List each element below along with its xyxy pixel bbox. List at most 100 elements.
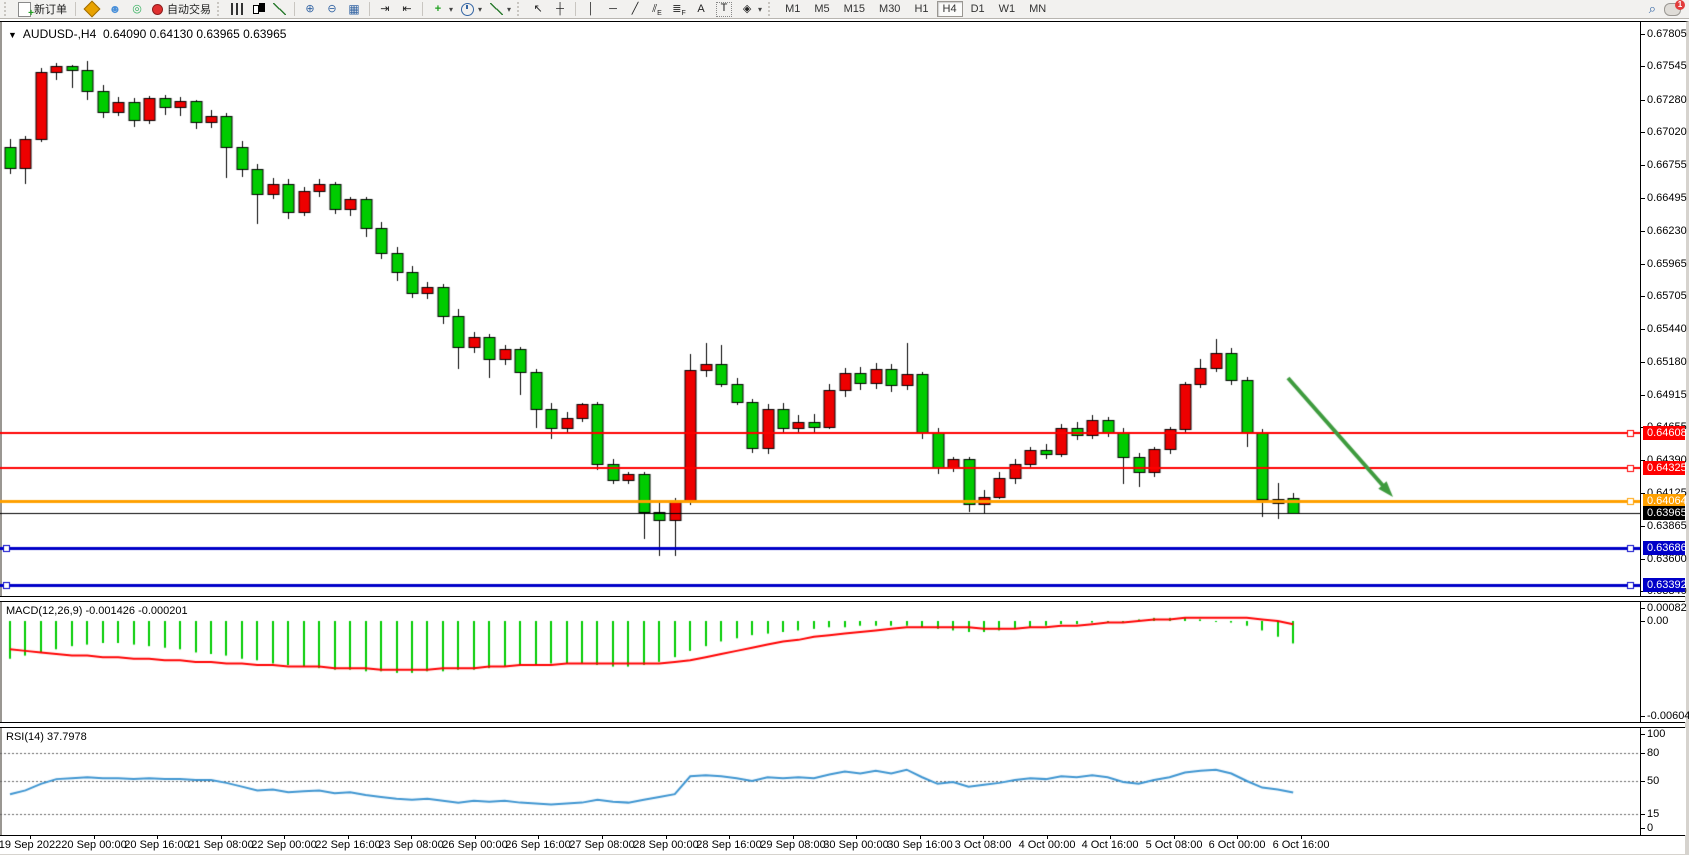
timeframe-d1[interactable]: D1 (970, 3, 985, 15)
time-tick (475, 835, 476, 839)
toolbar-grip[interactable] (4, 2, 11, 16)
signals-button[interactable]: ◎ (126, 2, 148, 17)
chart-dropdown-icon[interactable]: ▼ (8, 30, 17, 40)
time-axis[interactable]: 19 Sep 2022 20 Sep 00:00 20 Sep 16:00 21 Se… (0, 835, 1685, 854)
macd-chart[interactable] (0, 602, 1640, 722)
price-tick (1641, 34, 1645, 35)
bar-chart-button[interactable] (227, 2, 248, 16)
timeframe-m1[interactable]: M1 (785, 3, 801, 15)
templates-button[interactable]: ▾ (486, 2, 515, 16)
separator (575, 2, 577, 16)
bar-chart-icon (231, 3, 244, 15)
periods-button[interactable]: ▾ (457, 2, 486, 17)
template-icon (490, 3, 504, 15)
price-tick-label: 0.67020 (1647, 126, 1687, 138)
horizontal-line-icon: ─ (609, 2, 617, 15)
cursor-button[interactable]: ↖ (527, 2, 549, 17)
horizontal-line-button[interactable]: ─ (602, 2, 624, 17)
channel-button[interactable]: ⫽E (646, 2, 668, 17)
price-tick-label: 0.63600 (1647, 553, 1687, 565)
rsi-tick (1641, 814, 1645, 815)
new-order-button[interactable]: + 新订单 (14, 0, 71, 18)
time-tick (602, 835, 603, 839)
zoom-out-button[interactable]: ⊖ (321, 2, 343, 17)
tile-windows-button[interactable]: ▦ (343, 2, 365, 17)
crosshair-button[interactable]: ┼ (549, 2, 571, 17)
timeframe-w1[interactable]: W1 (998, 3, 1016, 15)
price-tick (1641, 100, 1645, 101)
vertical-line-button[interactable]: │ (580, 2, 602, 17)
indicators-button[interactable]: + ▾ (427, 2, 457, 17)
text-icon: A (697, 2, 705, 15)
price-tick (1641, 362, 1645, 363)
price-tick (1641, 264, 1645, 265)
price-axis[interactable]: 0.67805 0.67545 0.67280 0.67020 0.66755 0.664… (1640, 22, 1687, 597)
chart-shift-button[interactable]: ⇤ (396, 2, 418, 17)
clock-icon (461, 2, 475, 16)
auto-scroll-icon: ⇥ (380, 2, 390, 15)
auto-scroll-button[interactable]: ⇥ (374, 2, 396, 17)
macd-tick-label: 0.00082 (1647, 602, 1687, 614)
time-tick (284, 835, 285, 839)
toolbar-grip[interactable] (517, 2, 524, 16)
candlestick-chart[interactable] (0, 22, 1640, 596)
toolbar-grip[interactable] (217, 2, 224, 16)
text-label-button[interactable]: T (712, 1, 736, 18)
candlestick-chart-button[interactable] (248, 2, 269, 16)
macd-tick (1641, 621, 1645, 622)
shapes-button[interactable]: ◈ ▾ (736, 2, 766, 17)
macd-tick (1641, 716, 1645, 717)
rsi-tick-label: 100 (1647, 728, 1666, 740)
time-tick-label: 21 Sep 08:00 (188, 839, 254, 851)
separator (294, 2, 295, 16)
price-tick (1641, 132, 1645, 133)
time-tick-label: 22 Sep 00:00 (251, 839, 317, 851)
timeframe-m15[interactable]: M15 (843, 3, 866, 15)
price-tick (1641, 395, 1645, 396)
zoom-in-icon: ⊕ (305, 2, 315, 15)
autotrade-button[interactable]: 自动交易 (148, 0, 215, 18)
time-tick (666, 835, 667, 839)
pane-splitter[interactable] (0, 596, 1685, 602)
navigator-button[interactable]: ☻ (104, 2, 126, 17)
price-tick (1641, 493, 1645, 494)
text-button[interactable]: A (690, 2, 712, 17)
price-tick (1641, 526, 1645, 527)
chevron-down-icon: ▾ (758, 4, 763, 14)
price-tick-label: 0.67805 (1647, 28, 1687, 40)
rsi-tick (1641, 734, 1645, 735)
crosshair-icon: ┼ (556, 2, 564, 15)
time-tick-label: 28 Sep 16:00 (696, 839, 762, 851)
equidistant-channel-icon: ⫽E (652, 2, 662, 17)
price-tick (1641, 329, 1645, 330)
navigator-icon: ☻ (108, 1, 122, 16)
search-icon[interactable]: ⌕ (1648, 1, 1656, 16)
notifications-icon[interactable]: 1 (1664, 0, 1685, 16)
time-tick-label: 20 Sep 00:00 (61, 839, 127, 851)
time-tick (411, 835, 412, 839)
timeframe-h1[interactable]: H1 (914, 3, 929, 15)
main-price-pane: ▼ AUDUSD-,H4 0.64090 0.64130 0.63965 0.63… (0, 22, 1687, 597)
rsi-chart[interactable] (0, 728, 1640, 835)
timeframe-m30[interactable]: M30 (879, 3, 901, 15)
rsi-axis[interactable]: 100 80 50 15 0 (1640, 728, 1686, 835)
chart-title[interactable]: ▼ AUDUSD-,H4 0.64090 0.64130 0.63965 0.63… (8, 27, 286, 41)
timeframe-mn[interactable]: MN (1029, 3, 1047, 15)
new-order-icon: + (18, 1, 34, 18)
zoom-in-button[interactable]: ⊕ (299, 2, 321, 17)
time-tick (30, 835, 31, 839)
pane-splitter[interactable] (0, 722, 1685, 728)
fibonacci-button[interactable]: ≣F (668, 2, 690, 17)
chart-symbol: AUDUSD-,H4 (22, 27, 97, 41)
time-tick-label: 26 Sep 00:00 (442, 839, 508, 851)
toolbar-grip[interactable] (768, 2, 775, 16)
rsi-tick-label: 80 (1647, 747, 1660, 759)
line-chart-button[interactable] (269, 2, 290, 16)
timeframe-m5[interactable]: M5 (814, 3, 830, 15)
timeframe-h4[interactable]: H4 (936, 1, 963, 17)
market-watch-button[interactable] (80, 0, 104, 18)
trendline-button[interactable]: ╱ (624, 2, 646, 17)
indicators-icon: + (434, 2, 442, 15)
price-tick (1641, 198, 1645, 199)
